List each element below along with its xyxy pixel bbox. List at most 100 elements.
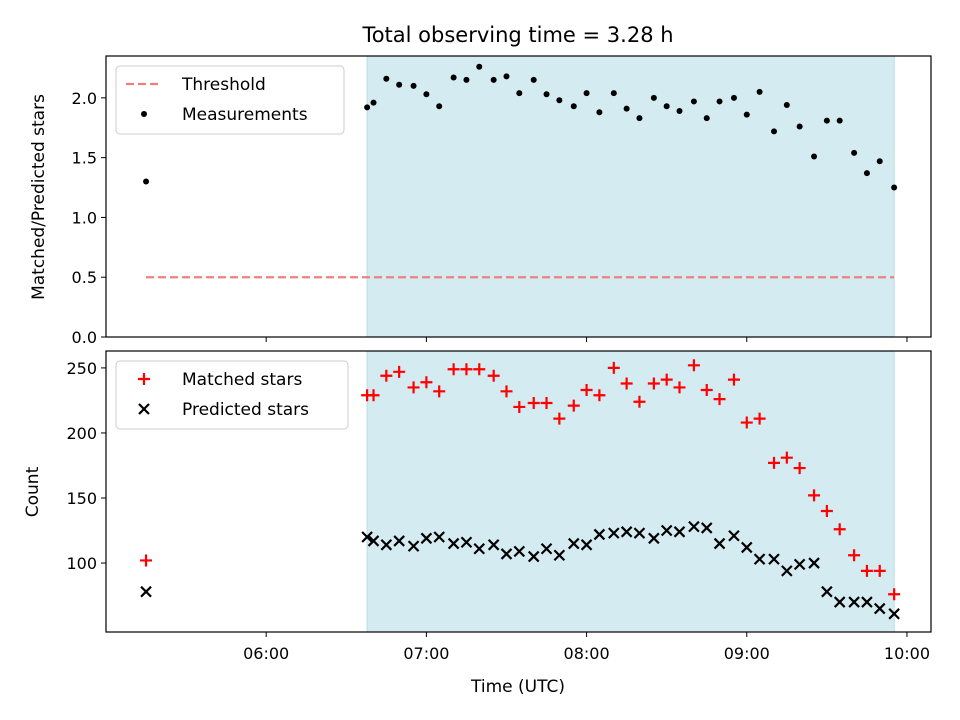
matched-star-point (740, 416, 753, 429)
measurement-point (610, 90, 617, 97)
measurement-point (716, 98, 723, 105)
measurement-point (703, 115, 710, 122)
measurement-point (730, 94, 737, 101)
legend-box (115, 65, 345, 135)
predicted-star-point (420, 532, 433, 545)
predicted-star-point (728, 529, 740, 542)
matched-star-point (567, 399, 580, 412)
predicted-star-point (740, 541, 753, 554)
measurement-point (370, 99, 377, 106)
y-tick-label: 150 (66, 489, 97, 508)
measurement-point (516, 90, 523, 97)
predicted-star-point (447, 537, 460, 550)
matched-star-point (700, 384, 713, 397)
x-axis-label: Time (UTC) (470, 677, 565, 697)
matched-star-point (768, 456, 781, 469)
predicted-star-point (580, 539, 593, 551)
measurement-point (463, 76, 470, 83)
top-y-axis-label: Matched/Predicted stars (29, 94, 49, 300)
matched-star-point (553, 412, 566, 425)
matched-star-point (500, 385, 513, 398)
measurement-point (583, 90, 590, 97)
top-panel: 0.0 0.5 1.0 1.5 2.0 Threshold Measurements (72, 55, 932, 347)
legend-label: Measurements (182, 105, 308, 125)
measurement-point (383, 75, 390, 82)
matched-star-point (407, 381, 420, 394)
measurement-point (423, 91, 430, 98)
predicted-star-point (407, 540, 420, 552)
measurement-point (570, 103, 577, 110)
y-tick-label: 200 (66, 424, 97, 443)
matched-star-point (140, 554, 153, 567)
matched-star-point (620, 377, 633, 390)
measurement-point (783, 102, 790, 109)
predicted-star-point (540, 542, 553, 555)
observing-span-shade (366, 350, 895, 633)
y-tick-label: 0.0 (72, 328, 97, 347)
measurement-point (364, 104, 371, 111)
predicted-star-point (768, 553, 780, 565)
matched-star-point (513, 400, 526, 413)
measurement-point (396, 81, 403, 88)
measurement-point (143, 178, 150, 185)
observing-span-shade (366, 55, 895, 338)
predicted-star-point (700, 522, 713, 534)
matched-star-point (473, 363, 486, 376)
y-tick-label: 1.5 (72, 149, 97, 168)
measurement-point (690, 98, 697, 105)
predicted-star-point (633, 527, 646, 539)
predicted-star-point (473, 542, 486, 555)
measurement-point (663, 103, 670, 110)
predicted-star-point (460, 536, 473, 549)
matched-star-point (833, 523, 846, 536)
measurement-point (756, 88, 763, 95)
matched-star-point (580, 384, 593, 397)
legend-label: Matched stars (182, 370, 302, 390)
matched-star-point (820, 505, 833, 518)
predicted-star-point (553, 549, 566, 562)
measurement-point (623, 105, 630, 112)
axes-frame (105, 55, 932, 338)
legend-matched-marker (138, 373, 150, 385)
matched-star-point (633, 395, 646, 408)
x-tick-label: 07:00 (403, 644, 449, 663)
measurement-point (556, 97, 563, 104)
predicted-star-point (888, 608, 900, 620)
matched-star-point (687, 359, 700, 372)
predicted-star-point (713, 537, 726, 550)
predicted-star-point (500, 548, 513, 560)
matched-star-point (487, 369, 500, 382)
predicted-star-point (140, 585, 152, 598)
predicted-star-point (608, 527, 620, 539)
y-tick-label: 0.5 (72, 268, 97, 287)
matched-star-point (860, 564, 873, 577)
measurement-point (636, 115, 643, 122)
matched-star-point (527, 397, 540, 410)
matched-star-point (673, 381, 686, 394)
predicted-star-point (808, 557, 820, 569)
y-tick-label: 250 (66, 359, 97, 378)
y-tick-label: 1.0 (72, 208, 97, 227)
x-tick-label: 08:00 (564, 644, 610, 663)
predicted-star-point (821, 585, 833, 598)
matched-star-point (873, 564, 886, 577)
measurement-point (436, 103, 443, 110)
measurement-point (851, 149, 858, 156)
matched-star-point (380, 369, 393, 382)
measurement-point (796, 123, 803, 130)
measurement-point (530, 76, 537, 83)
matched-star-point (753, 412, 766, 425)
matched-star-point (808, 489, 821, 502)
predicted-star-point (848, 596, 860, 608)
measurement-point (410, 82, 417, 89)
matched-star-point (420, 376, 433, 389)
measurement-point (863, 170, 870, 177)
predicted-star-point (593, 528, 606, 541)
matched-star-point (367, 389, 380, 402)
matched-star-point (713, 393, 726, 406)
predicted-star-point (673, 526, 686, 538)
measurement-point (596, 109, 603, 116)
measurement-point (476, 63, 483, 70)
predicted-star-point (487, 539, 500, 551)
